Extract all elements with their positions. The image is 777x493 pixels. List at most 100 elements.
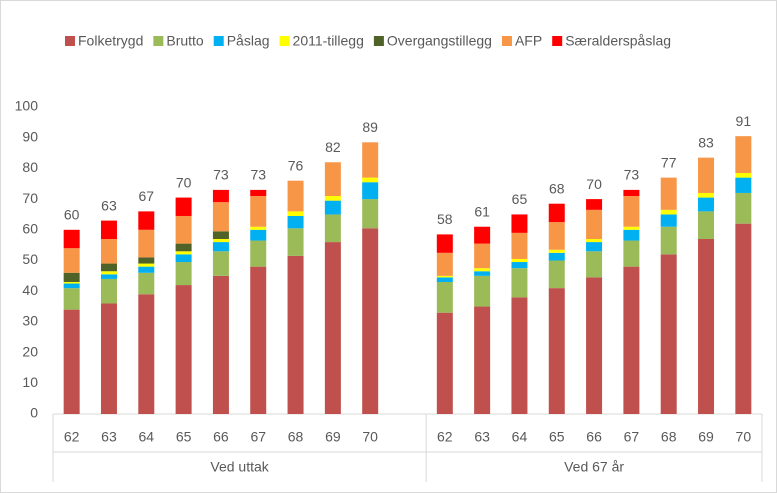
total-label: 63 xyxy=(101,197,117,213)
bar-segment xyxy=(362,228,379,414)
bar-segment xyxy=(138,257,155,264)
bar-segment xyxy=(287,211,304,216)
bar-segment xyxy=(660,214,677,227)
bar-segment xyxy=(660,177,677,210)
bar-segment xyxy=(362,177,379,183)
bar-segment xyxy=(212,189,229,203)
total-label: 70 xyxy=(586,176,602,192)
x-tick-label: 68 xyxy=(661,429,677,445)
total-label: 73 xyxy=(624,167,640,183)
bar-segment xyxy=(175,215,192,244)
bar-segment xyxy=(511,268,528,298)
x-tick-label: 70 xyxy=(362,429,378,445)
bar-segment xyxy=(735,173,752,178)
bar-segment xyxy=(511,214,528,233)
bar-segment xyxy=(250,226,267,230)
bar-segment xyxy=(436,277,453,282)
bar-segment xyxy=(63,281,80,284)
bar-segment xyxy=(698,239,715,414)
bar-segment xyxy=(63,288,80,310)
x-tick-label: 63 xyxy=(101,429,117,445)
x-tick-label: 69 xyxy=(325,429,341,445)
bar-segment xyxy=(623,226,640,230)
bar-segment xyxy=(287,215,304,229)
legend-swatch xyxy=(373,36,384,46)
x-tick-label: 66 xyxy=(213,429,229,445)
y-tick-label: 30 xyxy=(22,313,38,329)
legend-label: AFP xyxy=(515,33,542,49)
bar-segment xyxy=(100,271,117,275)
total-label: 91 xyxy=(736,113,752,129)
bar-segment xyxy=(324,242,341,414)
legend-label: Påslag xyxy=(227,33,270,49)
x-tick-label: 68 xyxy=(288,429,304,445)
legend-swatch xyxy=(501,36,512,46)
bar-segment xyxy=(586,251,603,278)
bar-segment xyxy=(474,275,491,307)
bar-segment xyxy=(511,297,528,414)
bar-segment xyxy=(735,223,752,414)
bar-segment xyxy=(511,258,528,263)
legend-label: Folketrygd xyxy=(78,33,143,49)
legend-swatch xyxy=(213,36,224,46)
total-label: 67 xyxy=(139,188,155,204)
bar-segment xyxy=(212,275,229,414)
bar-segment xyxy=(548,252,565,261)
bar-segment xyxy=(586,209,603,240)
bar-segment xyxy=(698,197,715,212)
x-tick-label: 65 xyxy=(176,429,192,445)
bar-segment xyxy=(586,277,603,414)
y-tick-label: 80 xyxy=(22,159,38,175)
bar-segment xyxy=(436,281,453,313)
bar-segment xyxy=(623,240,640,267)
bar-segment xyxy=(698,192,715,198)
legend-label: Særalderspåslag xyxy=(565,33,671,49)
x-tick-label: 65 xyxy=(549,429,565,445)
bar-segment xyxy=(548,203,565,223)
group-label: Ved 67 år xyxy=(564,459,624,475)
bar-segment xyxy=(250,240,267,267)
total-label: 73 xyxy=(213,167,229,183)
bar-segment xyxy=(324,162,341,197)
bar-segment xyxy=(735,177,752,193)
y-tick-label: 20 xyxy=(22,343,38,359)
bar-segment xyxy=(511,262,528,269)
legend-label: 2011-tillegg xyxy=(293,33,364,49)
bar-segment xyxy=(586,239,603,243)
group-label: Ved uttak xyxy=(210,459,269,475)
y-tick-label: 50 xyxy=(22,251,38,267)
bar-segment xyxy=(138,272,155,295)
bar-segment xyxy=(660,254,677,414)
y-tick-label: 70 xyxy=(22,190,38,206)
bar-segment xyxy=(63,309,80,414)
y-tick-label: 0 xyxy=(30,405,38,421)
bar-segment xyxy=(138,229,155,258)
bar-segment xyxy=(138,263,155,267)
bar-segment xyxy=(287,228,304,256)
bar-segment xyxy=(623,229,640,241)
bar-segment xyxy=(212,231,229,240)
x-tick-label: 62 xyxy=(64,429,80,445)
bar-segment xyxy=(212,202,229,232)
bar-segment xyxy=(474,271,491,276)
bar-segment xyxy=(586,242,603,252)
bar-segment xyxy=(735,136,752,174)
bar-segment xyxy=(436,252,453,276)
legend-label: Overgangstillegg xyxy=(387,33,492,49)
y-tick-label: 60 xyxy=(22,221,38,237)
bar-segment xyxy=(175,243,192,252)
legend-swatch xyxy=(65,36,75,46)
x-tick-label: 66 xyxy=(586,429,602,445)
x-tick-label: 69 xyxy=(698,429,714,445)
bar-segment xyxy=(100,278,117,304)
total-label: 83 xyxy=(698,134,714,150)
bar-segment xyxy=(362,199,379,229)
bar-segment xyxy=(548,288,565,414)
legend-swatch xyxy=(552,36,563,46)
bar-segment xyxy=(324,196,341,201)
bar-segment xyxy=(474,306,491,414)
total-label: 77 xyxy=(661,154,677,170)
bar-segment xyxy=(623,196,640,227)
